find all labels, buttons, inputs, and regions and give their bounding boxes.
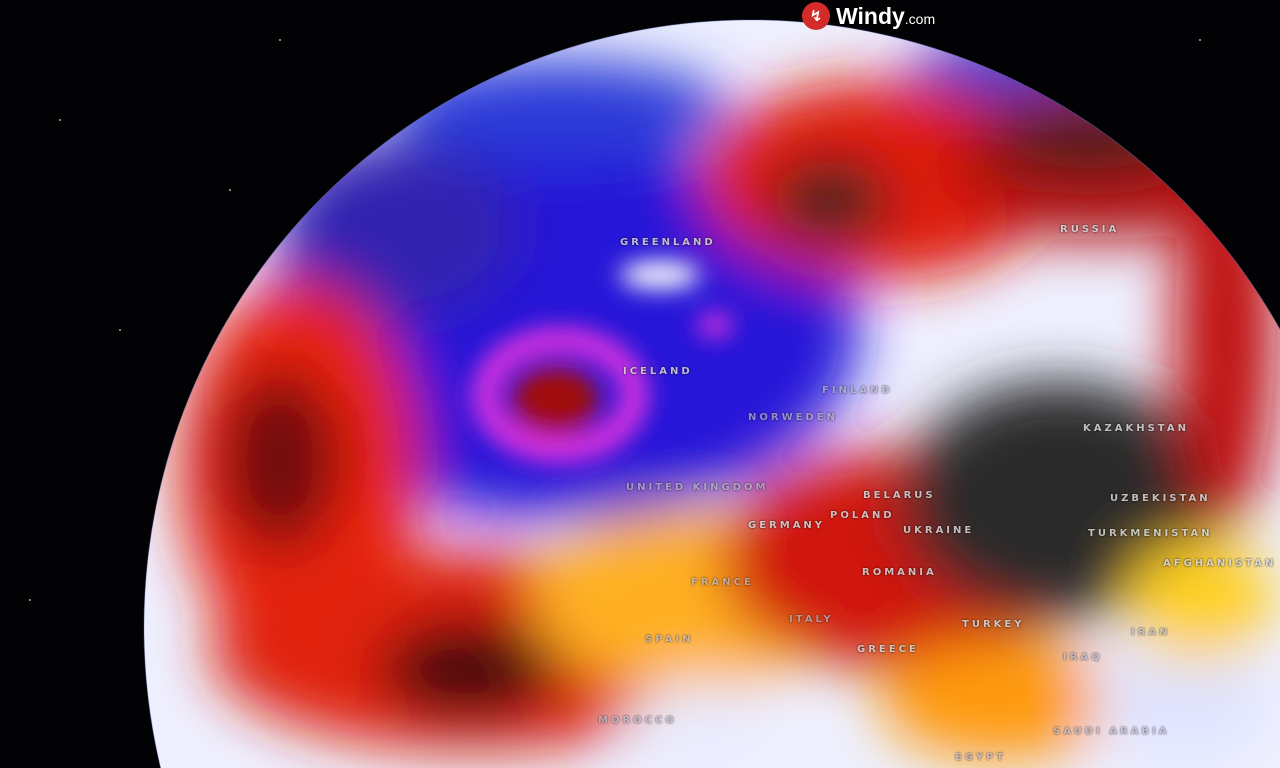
label-france: FRANCE — [691, 577, 754, 588]
label-greenland: GREENLAND — [620, 237, 716, 248]
label-germany: GERMANY — [748, 520, 826, 531]
label-turkey: TURKEY — [962, 619, 1025, 630]
label-turkmenistan: TURKMENISTAN — [1088, 528, 1213, 539]
windy-logo[interactable]: ↯ Windy.com — [802, 2, 935, 30]
label-norweden: NORWEDEN — [748, 412, 838, 423]
stars — [29, 39, 1201, 601]
label-iraq: IRAQ — [1063, 652, 1103, 663]
label-kazakhstan: KAZAKHSTAN — [1083, 423, 1189, 434]
label-egypt: EGYPT — [955, 752, 1007, 763]
label-uzbekistan: UZBEKISTAN — [1110, 493, 1211, 504]
label-greece: GREECE — [857, 644, 919, 655]
label-romania: ROMANIA — [862, 567, 937, 578]
windy-logo-icon: ↯ — [802, 2, 830, 30]
label-united-kingdom: UNITED KINGDOM — [626, 482, 769, 493]
label-poland: POLAND — [830, 510, 895, 521]
label-iceland: ICELAND — [623, 366, 693, 377]
label-belarus: BELARUS — [863, 490, 936, 501]
label-spain: SPAIN — [645, 634, 694, 645]
globe-edge — [143, 19, 1280, 768]
label-italy: ITALY — [789, 614, 834, 625]
label-iran: IRAN — [1131, 627, 1171, 638]
label-finland: FINLAND — [822, 385, 893, 396]
brand-suffix: .com — [904, 10, 936, 27]
label-saudi-arabia: SAUDI ARABIA — [1053, 726, 1170, 737]
label-ukraine: UKRAINE — [903, 525, 975, 536]
label-afghanistan: AFGHANISTAN — [1163, 558, 1277, 569]
label-russia: RUSSIA — [1060, 224, 1120, 235]
label-morocco: MOROCCO — [598, 715, 677, 726]
brand-name: Windy — [836, 2, 905, 29]
